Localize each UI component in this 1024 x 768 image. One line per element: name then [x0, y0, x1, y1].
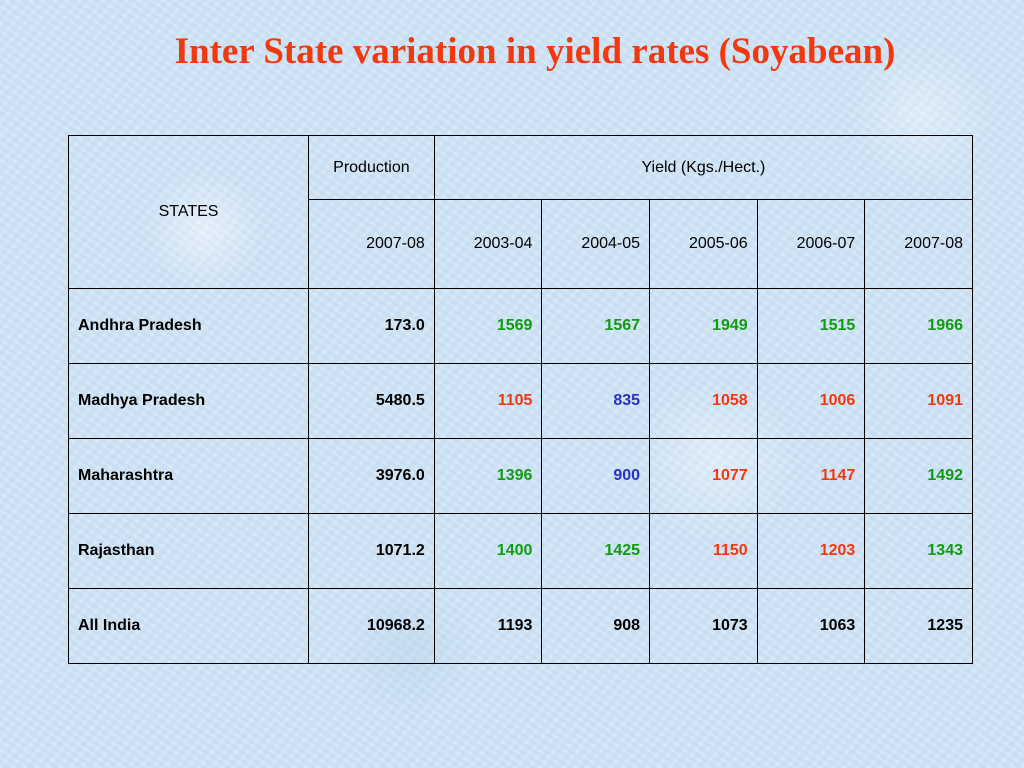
yield-value: 1396 [433, 438, 543, 514]
state-name: All India [67, 588, 310, 664]
yield-year-header: 2006-07 [756, 199, 866, 289]
yield-value: 1077 [649, 438, 758, 514]
table-row: Andhra Pradesh 173.0 1569 1567 1949 1515… [67, 288, 973, 364]
states-header: STATES [67, 135, 310, 289]
yield-value: 1235 [864, 588, 973, 664]
yield-value: 1492 [864, 438, 973, 514]
yield-value: 1063 [756, 588, 866, 664]
yield-value: 1058 [649, 363, 758, 439]
yield-value: 1425 [541, 513, 651, 589]
production-header: Production [308, 135, 435, 200]
table-row: Rajasthan 1071.2 1400 1425 1150 1203 134… [67, 513, 973, 589]
yield-table: STATES Production Yield (Kgs./Hect.) 200… [67, 135, 974, 664]
yield-value: 1073 [649, 588, 758, 664]
yield-year-header: 2003-04 [433, 199, 543, 289]
yield-value: 1949 [649, 288, 758, 364]
slide-title: Inter State variation in yield rates (So… [174, 31, 896, 72]
yield-year-header: 2005-06 [649, 199, 758, 289]
state-name: Maharashtra [67, 438, 310, 514]
production-value: 173.0 [308, 288, 435, 364]
yield-value: 908 [541, 588, 651, 664]
yield-header: Yield (Kgs./Hect.) [433, 135, 974, 200]
yield-value: 1567 [541, 288, 651, 364]
production-value: 10968.2 [308, 588, 435, 664]
yield-year-header: 2007-08 [864, 199, 973, 289]
header-row-top: STATES Production Yield (Kgs./Hect.) [67, 135, 974, 289]
yield-value: 1105 [433, 363, 543, 439]
table-row: Madhya Pradesh 5480.5 1105 835 1058 1006… [67, 363, 973, 439]
production-value: 5480.5 [308, 363, 435, 439]
yield-value: 1091 [864, 363, 973, 439]
yield-value: 1569 [433, 288, 543, 364]
yield-value: 1147 [756, 438, 866, 514]
table-row: Maharashtra 3976.0 1396 900 1077 1147 14… [67, 438, 973, 514]
state-name: Madhya Pradesh [67, 363, 310, 439]
table-row: All India 10968.2 1193 908 1073 1063 123… [67, 588, 973, 664]
yield-value: 1966 [864, 288, 973, 364]
state-name: Rajasthan [67, 513, 310, 589]
production-year-header: 2007-08 [308, 199, 435, 289]
yield-value: 900 [541, 438, 651, 514]
yield-year-header: 2004-05 [541, 199, 651, 289]
production-value: 3976.0 [308, 438, 435, 514]
state-name: Andhra Pradesh [67, 288, 310, 364]
yield-value: 1150 [649, 513, 758, 589]
yield-value: 1203 [756, 513, 866, 589]
yield-value: 1515 [756, 288, 866, 364]
yield-value: 1193 [433, 588, 543, 664]
production-value: 1071.2 [308, 513, 435, 589]
yield-value: 1343 [864, 513, 973, 589]
yield-value: 835 [541, 363, 651, 439]
header-row-years: 2007-08 2003-04 2004-05 2005-06 2006-07 … [69, 199, 973, 289]
yield-value: 1400 [433, 513, 543, 589]
yield-value: 1006 [756, 363, 866, 439]
